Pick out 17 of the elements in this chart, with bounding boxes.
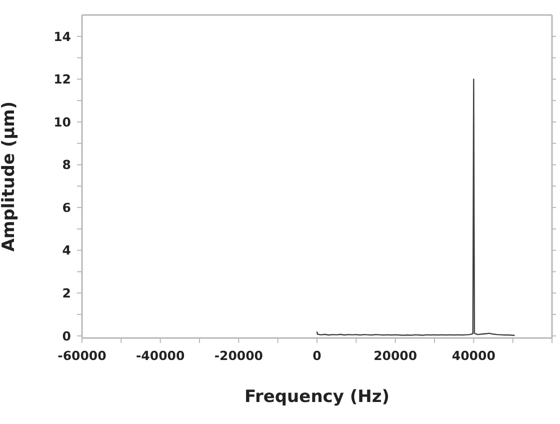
line-series (316, 78, 516, 336)
y-tick-label: 12 (54, 72, 71, 87)
y-tick-label: 8 (62, 157, 71, 172)
y-axis-title: Amplitude (μm) (0, 101, 20, 252)
x-tick-label: 40000 (452, 348, 496, 363)
y-tick-label: 10 (54, 114, 72, 130)
x-tick-label: 20000 (374, 348, 418, 363)
x-axis-title: Frequency (Hz) (244, 387, 390, 407)
y-tick-label: 6 (62, 200, 72, 215)
y-tick-label: 14 (54, 28, 72, 44)
x-tick-label: -60000 (58, 348, 107, 363)
x-tick-label: -40000 (136, 348, 185, 363)
y-tick-label: 4 (62, 242, 72, 258)
y-tick-label: 0 (62, 328, 72, 344)
x-tick-label: -20000 (214, 348, 264, 363)
x-tick-label: 0 (312, 348, 322, 363)
y-tick-label: 2 (62, 286, 71, 301)
